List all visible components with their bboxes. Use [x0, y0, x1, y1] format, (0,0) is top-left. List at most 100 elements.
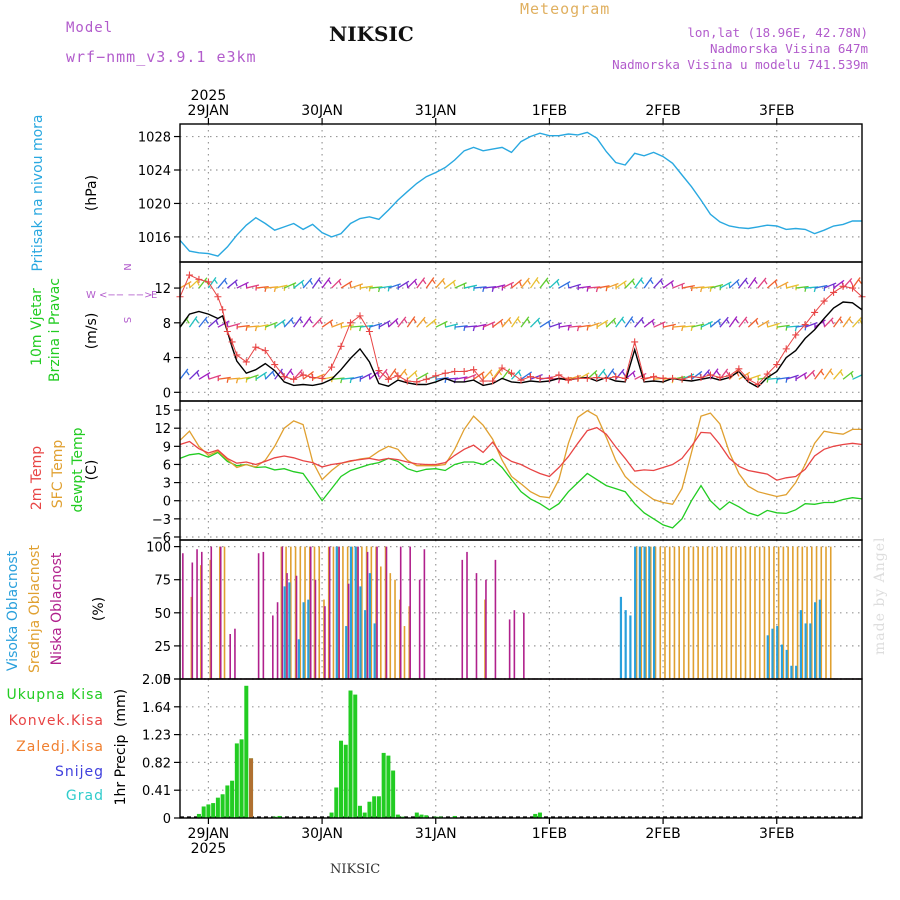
- wind-barb-flag: [602, 370, 607, 376]
- wind-barb: [710, 283, 724, 289]
- y-tick-label: 1016: [138, 231, 171, 246]
- wind-barb: [492, 318, 504, 328]
- y-tick-label: 1028: [138, 131, 171, 146]
- wind-gust-marker: [271, 361, 279, 369]
- wind-gust-marker: [612, 373, 620, 381]
- wind-barb: [643, 277, 653, 289]
- wind-barb: [786, 284, 799, 289]
- wind-barb-flag: [289, 370, 294, 376]
- wind-barb: [520, 277, 530, 289]
- wind-barb-flag: [839, 371, 844, 377]
- y-tick-label: 0.82: [142, 756, 171, 771]
- precip-legend-item: Snijeg: [55, 764, 104, 780]
- total-precip-bar: [391, 770, 396, 818]
- mslp-line: [179, 131, 862, 257]
- top-time-label: 31JAN: [415, 103, 457, 119]
- lonlat-label: lon,lat (18.96E, 42.78N): [687, 25, 868, 40]
- wind-gust-marker: [479, 377, 487, 385]
- wind-barb-flag: [309, 279, 314, 285]
- wind-barb: [624, 316, 634, 328]
- wind-barb: [681, 284, 695, 289]
- wind-barb: [700, 320, 713, 328]
- wind-barb: [577, 324, 591, 328]
- wind-gust-marker: [375, 367, 383, 375]
- wind-barb: [568, 375, 582, 380]
- wind-barb-flag: [812, 371, 816, 377]
- wind-barb-flag: [803, 373, 807, 379]
- cloud-axis-label-1: Visoka Oblacnost: [5, 550, 21, 671]
- wind-barb: [634, 372, 647, 380]
- y-tick-label: 1.23: [142, 729, 171, 744]
- wind-barb-flag: [226, 322, 229, 328]
- wind-barb-flag: [537, 319, 541, 325]
- compass-n: N: [121, 263, 132, 270]
- wind-barb: [747, 277, 757, 289]
- wind-barbs: [180, 277, 873, 384]
- wind-barb: [653, 278, 663, 289]
- wind-barb-flag: [651, 320, 655, 326]
- wind-gust-marker: [204, 278, 212, 286]
- wind-barb: [482, 321, 496, 328]
- wind-barb: [406, 370, 418, 380]
- wind-barb: [757, 277, 767, 289]
- wind-gust-marker: [384, 375, 392, 383]
- wind-gust-marker: [669, 374, 677, 382]
- y-tick-label: 100: [146, 541, 171, 556]
- wind-barb: [558, 281, 571, 289]
- wind-gust-marker: [347, 319, 354, 327]
- y-tick-label: 0: [163, 495, 171, 510]
- total-precip-bar: [414, 812, 419, 818]
- wind-unit-label: (m/s): [84, 313, 100, 350]
- wind-barb-flag: [433, 320, 437, 326]
- wind-barb-flag: [604, 321, 608, 327]
- model-elevation-label: Nadmorska Visina u modelu 741.539m: [612, 57, 868, 72]
- wind-barb-flag: [822, 321, 826, 327]
- total-precip-bar: [537, 812, 542, 818]
- wind-barb: [321, 277, 331, 289]
- wind-barb: [387, 317, 399, 328]
- wind-barb: [728, 278, 740, 289]
- wind-barb: [265, 321, 278, 328]
- wind-barb-flag: [849, 280, 854, 286]
- wind-gust-marker: [830, 288, 838, 296]
- wind-barb-flag: [263, 373, 267, 379]
- y-tick-label: 12: [154, 422, 171, 437]
- wind-barb: [634, 316, 644, 328]
- precip-frame: [179, 678, 863, 819]
- wind-gust-marker: [432, 372, 440, 380]
- wind-barb-flag: [368, 286, 371, 292]
- wind-barb: [463, 373, 477, 380]
- wind-barb: [274, 319, 286, 328]
- temp-axis-label-3: dewpt Temp: [70, 427, 86, 512]
- precip-legend-item: Ukupna Kisa: [6, 687, 104, 703]
- wind-barb: [369, 322, 383, 328]
- wind-barb: [738, 277, 748, 289]
- wind-barb-flag: [280, 370, 285, 376]
- wind-barb: [700, 285, 714, 289]
- wind-barb: [842, 370, 854, 380]
- wind-barb: [691, 323, 705, 328]
- wind-barb-flag: [567, 325, 570, 331]
- wind-gust-marker: [328, 363, 336, 371]
- wind-barb-flag: [872, 377, 873, 382]
- wind-gust-marker: [403, 377, 411, 385]
- wind-barb: [454, 376, 468, 380]
- wind-barb: [207, 277, 217, 289]
- y-tick-label: 0.41: [142, 784, 171, 799]
- wind-barb: [767, 322, 780, 328]
- wind-barb-flag: [870, 321, 871, 326]
- y-tick-label: 50: [154, 607, 171, 622]
- wind-gust-marker: [394, 372, 402, 380]
- wind-gust-marker: [356, 312, 364, 320]
- wind-barb: [188, 316, 198, 328]
- wind-barb: [444, 279, 456, 289]
- wind-barb: [435, 277, 445, 289]
- wind-barb: [672, 282, 685, 289]
- wind-barb: [340, 377, 355, 380]
- total-precip-bar: [211, 803, 216, 818]
- wind-barb: [378, 285, 392, 289]
- wind-barb: [416, 277, 426, 289]
- wind-barb: [274, 284, 288, 289]
- wind-barb: [529, 277, 539, 289]
- wind-barb-flag: [717, 320, 721, 326]
